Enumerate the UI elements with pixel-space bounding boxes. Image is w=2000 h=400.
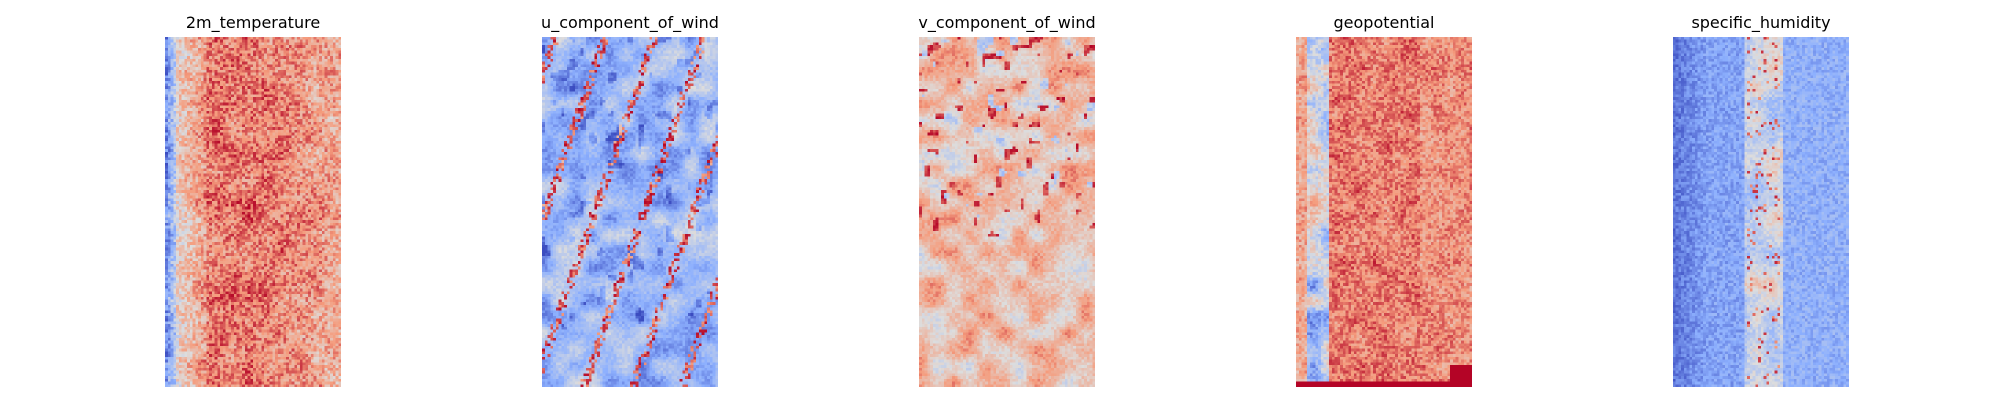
panel-title: specific_humidity [1691, 13, 1831, 32]
heatmap-v-component-of-wind [919, 37, 1095, 387]
panel-geopotential: geopotential [1296, 0, 1472, 400]
panel-title: u_component_of_wind [541, 13, 719, 32]
panel-u-component-of-wind: u_component_of_wind [541, 0, 719, 400]
heatmap-specific-humidity [1673, 37, 1849, 387]
panel-title: v_component_of_wind [918, 13, 1096, 32]
heatmap-u-component-of-wind [542, 37, 718, 387]
panel-2m-temperature: 2m_temperature [165, 0, 341, 400]
heatmap-2m-temperature [165, 37, 341, 387]
heatmap-geopotential [1296, 37, 1472, 387]
panel-title: geopotential [1333, 13, 1435, 32]
panel-v-component-of-wind: v_component_of_wind [918, 0, 1096, 400]
panel-specific-humidity: specific_humidity [1673, 0, 1849, 400]
panel-title: 2m_temperature [185, 13, 321, 32]
